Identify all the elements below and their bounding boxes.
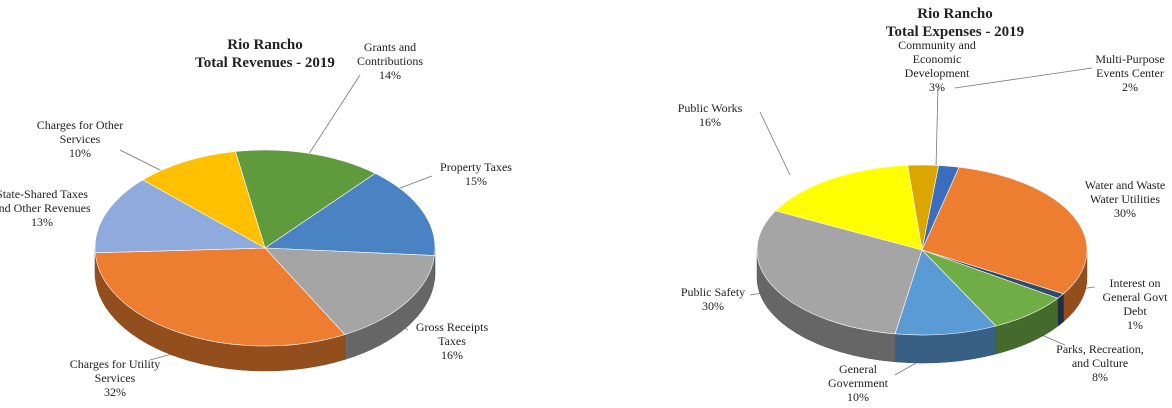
value-label: 30%: [702, 299, 724, 313]
slice-label: Grants and Contributions 14%: [335, 40, 445, 82]
slice: [774, 165, 923, 251]
slice-side: [1057, 293, 1064, 327]
value-label: 1%: [1127, 318, 1143, 332]
value-label: 10%: [847, 390, 869, 404]
value-label: 15%: [465, 174, 487, 188]
slice-label: Public Works 16%: [670, 101, 750, 129]
pie-tops: [94, 149, 436, 347]
slice-label: Property Taxes 15%: [431, 160, 521, 188]
category-label: Water and Waste Water Utilities: [1084, 178, 1166, 206]
category-label: Interest on General Govt Debt: [1102, 276, 1168, 318]
value-label: 32%: [104, 385, 126, 399]
leader-line: [304, 74, 361, 161]
chart-title: Rio Rancho: [227, 37, 303, 53]
value-label: 14%: [379, 68, 401, 82]
value-label: 30%: [1114, 206, 1136, 220]
slice-label: Parks, Recreation, and Culture 8%: [1050, 342, 1150, 384]
leader-line: [759, 111, 791, 176]
slice-label: Water and Waste Water Utilities 30%: [1075, 178, 1172, 220]
chart-title: Rio Rancho Total Expenses - 2019: [805, 5, 1105, 41]
leader-line: [935, 85, 939, 169]
leader-line: [954, 67, 1093, 89]
slice-label: Charges for Other Services 10%: [30, 118, 130, 160]
category-label: Gross Receipts Taxes: [415, 320, 489, 348]
category-label: Charges for Utility Services: [69, 357, 161, 385]
value-label: 8%: [1092, 370, 1108, 384]
value-label: 3%: [929, 80, 945, 94]
category-label: State-Shared Taxes and Other Revenues: [0, 187, 91, 215]
slice-label: General Government 10%: [813, 362, 903, 404]
category-label: Public Works: [677, 101, 743, 115]
category-label: Multi-Purpose Events Center: [1095, 52, 1165, 80]
slice-label: Community and Economic Development 3%: [887, 38, 987, 94]
slice: [94, 247, 346, 347]
chart-title: Rio Rancho: [917, 6, 993, 22]
slice: [142, 151, 266, 249]
category-label: Parks, Recreation, and Culture: [1056, 342, 1144, 370]
value-label: 13%: [31, 215, 53, 229]
value-label: 10%: [69, 146, 91, 160]
chart-subtitle: Total Expenses - 2019: [885, 24, 1025, 40]
category-label: Grants and Contributions: [356, 40, 423, 68]
category-label: General Government: [828, 362, 888, 390]
category-label: Community and Economic Development: [898, 38, 976, 80]
slice-label: Interest on General Govt Debt 1%: [1095, 276, 1172, 332]
slice-label: Gross Receipts Taxes 16%: [407, 320, 497, 362]
value-label: 2%: [1122, 80, 1138, 94]
category-label: Charges for Other Services: [36, 118, 124, 146]
slice: [235, 149, 376, 249]
slice: [756, 210, 923, 335]
slice-label: State-Shared Taxes and Other Revenues 13%: [0, 187, 97, 229]
value-label: 16%: [441, 348, 463, 362]
leader-line: [394, 175, 433, 191]
slice: [921, 166, 1088, 295]
chart-title: Rio Rancho Total Revenues - 2019: [115, 36, 415, 72]
slice-label: Public Safety 30%: [668, 285, 758, 313]
slice: [894, 249, 997, 336]
category-label: Public Safety: [680, 285, 746, 299]
category-label: Property Taxes: [440, 160, 512, 174]
slice-label: Charges for Utility Services 32%: [60, 357, 170, 399]
slice: [264, 247, 435, 335]
slice: [94, 179, 267, 254]
value-label: 16%: [699, 115, 721, 129]
pie-tops: [756, 164, 1088, 336]
slice-label: Multi-Purpose Events Center 2%: [1080, 52, 1172, 94]
chart-subtitle: Total Revenues - 2019: [195, 55, 335, 71]
slice: [264, 173, 436, 256]
